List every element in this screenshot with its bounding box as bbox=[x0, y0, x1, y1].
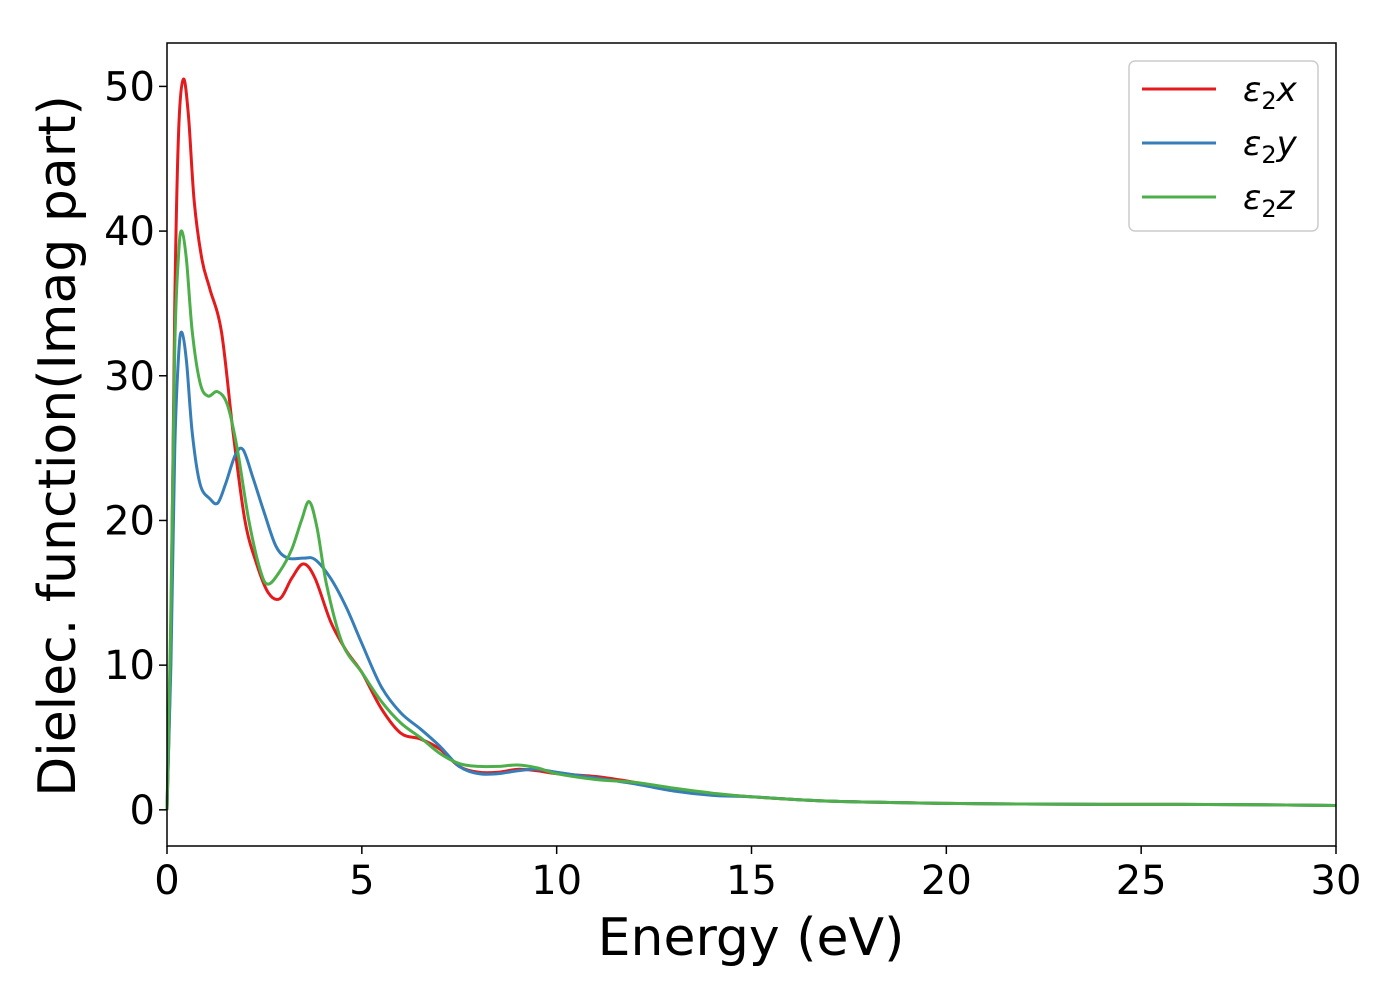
axes-layer: 0 5 10 15 20 25 30 0 10 20 30 40 50 bbox=[104, 42, 1362, 904]
y-tick-label: 0 bbox=[130, 788, 155, 834]
series-line-z bbox=[165, 229, 1337, 810]
y-tick-label: 50 bbox=[104, 64, 155, 110]
x-tick-label: 10 bbox=[531, 858, 582, 904]
x-tick-label: 5 bbox=[349, 858, 374, 904]
x-axis-title: Energy (eV) bbox=[598, 908, 905, 968]
legend: ε2x ε2y ε2z bbox=[1128, 60, 1319, 232]
y-axis-title: Dielec. function(Imag part) bbox=[28, 95, 88, 797]
x-tick-label: 30 bbox=[1311, 858, 1362, 904]
x-tick-label: 15 bbox=[726, 858, 777, 904]
x-tick-label: 0 bbox=[154, 858, 179, 904]
y-tick-label: 10 bbox=[104, 643, 155, 689]
x-tick-label: 20 bbox=[921, 858, 972, 904]
legend-label-y: ε2y bbox=[1243, 124, 1298, 169]
legend-box bbox=[1128, 60, 1319, 232]
y-tick-label: 40 bbox=[104, 209, 155, 255]
x-tick-label: 25 bbox=[1116, 858, 1167, 904]
legend-label-z: ε2z bbox=[1243, 178, 1296, 223]
series-layer bbox=[165, 77, 1337, 810]
y-tick-label: 20 bbox=[104, 498, 155, 544]
y-tick-label: 30 bbox=[104, 354, 155, 400]
series-line-y bbox=[165, 330, 1337, 810]
legend-label-x: ε2x bbox=[1243, 70, 1298, 115]
